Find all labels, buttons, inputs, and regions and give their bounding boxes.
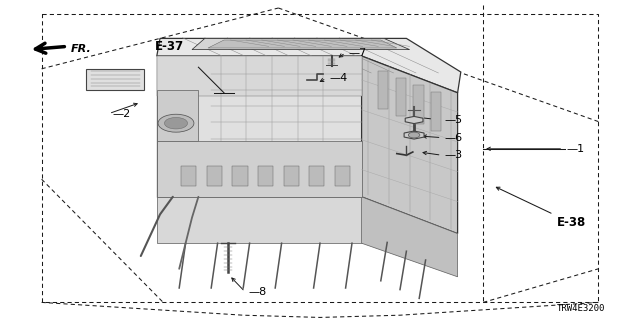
FancyBboxPatch shape (207, 166, 222, 186)
Circle shape (164, 117, 188, 129)
FancyBboxPatch shape (378, 71, 388, 109)
FancyBboxPatch shape (431, 92, 441, 131)
Text: —4: —4 (330, 73, 348, 84)
Polygon shape (362, 197, 458, 277)
Text: —1: —1 (566, 144, 584, 154)
Circle shape (408, 132, 420, 138)
FancyBboxPatch shape (309, 166, 324, 186)
FancyBboxPatch shape (284, 166, 299, 186)
Text: TRW4E3200: TRW4E3200 (556, 304, 605, 313)
Text: —3: —3 (445, 150, 463, 160)
Text: —7: —7 (349, 48, 367, 58)
Text: FR.: FR. (70, 44, 91, 54)
Polygon shape (192, 38, 410, 50)
Polygon shape (405, 116, 423, 124)
Polygon shape (157, 56, 362, 96)
Text: —2: —2 (112, 108, 131, 119)
Polygon shape (157, 56, 362, 197)
FancyBboxPatch shape (258, 166, 273, 186)
Polygon shape (404, 131, 424, 139)
Text: —6: —6 (445, 132, 463, 143)
Polygon shape (157, 90, 198, 141)
Circle shape (158, 114, 194, 132)
FancyBboxPatch shape (396, 78, 406, 116)
FancyBboxPatch shape (181, 166, 196, 186)
Polygon shape (362, 56, 458, 234)
Polygon shape (157, 141, 362, 197)
FancyBboxPatch shape (232, 166, 248, 186)
Text: —8: —8 (248, 287, 267, 297)
Polygon shape (208, 40, 397, 48)
Text: —5: —5 (445, 115, 463, 125)
Polygon shape (157, 38, 461, 93)
Text: E-38: E-38 (557, 216, 586, 229)
Polygon shape (86, 69, 144, 90)
Text: E-37: E-37 (155, 40, 184, 53)
Polygon shape (157, 197, 362, 243)
FancyBboxPatch shape (413, 85, 424, 124)
FancyBboxPatch shape (335, 166, 350, 186)
